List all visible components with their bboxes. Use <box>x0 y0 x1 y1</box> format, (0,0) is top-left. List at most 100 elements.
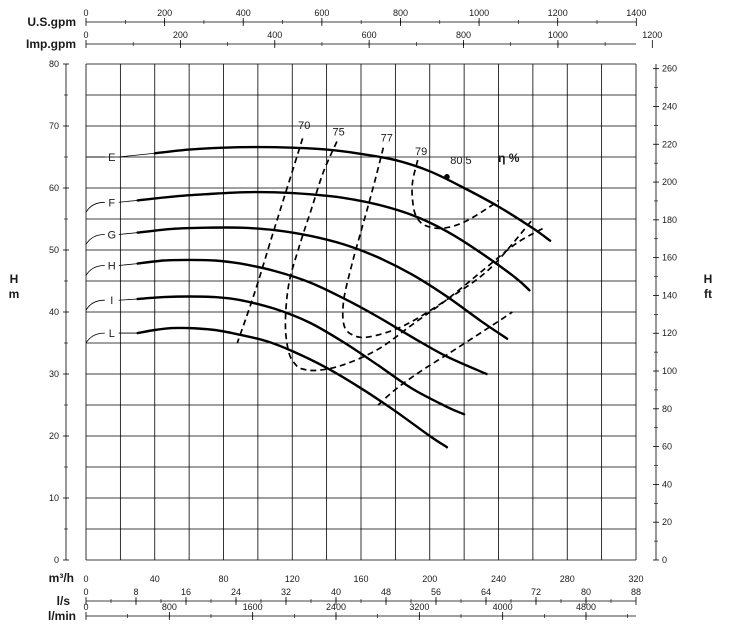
curve-label: H <box>108 261 116 273</box>
curve-label: E <box>108 152 115 164</box>
x-tick-label: 4000 <box>493 602 513 612</box>
y2-tick-label: 120 <box>662 328 677 338</box>
efficiency-label: 77 <box>381 133 393 145</box>
x-tick-label: 200 <box>422 574 437 584</box>
y2-tick-label: 40 <box>662 479 672 489</box>
x-tick-label: 120 <box>285 574 300 584</box>
efficiency-curve <box>411 159 500 230</box>
y2-axis-title: H <box>704 272 713 286</box>
efficiency-label: 75 <box>333 126 345 138</box>
y-tick-label: 60 <box>49 183 59 193</box>
curve-label: G <box>108 230 117 242</box>
x-tick-label: 40 <box>331 587 341 597</box>
x-tick-label: 80 <box>581 587 591 597</box>
head-curve <box>136 226 509 340</box>
x-tick-label: 1200 <box>642 30 662 40</box>
y2-tick-label: 60 <box>662 442 672 452</box>
curve-leader <box>85 299 105 311</box>
x-tick-label: 1000 <box>548 30 568 40</box>
curve-leader <box>118 298 138 301</box>
curve-leader <box>85 332 105 344</box>
y2-tick-label: 140 <box>662 290 677 300</box>
x-tick-label: 32 <box>281 587 291 597</box>
x-tick-label: 40 <box>150 574 160 584</box>
curve-leader <box>118 263 138 266</box>
efficiency-curve <box>341 147 534 339</box>
efficiency-label: 79 <box>415 146 427 158</box>
efficiency-curve <box>377 311 513 406</box>
x-tick-label: 200 <box>157 8 172 18</box>
efficiency-label: 70 <box>298 120 310 132</box>
x-tick-label: 48 <box>381 587 391 597</box>
x-tick-label: 80 <box>218 574 228 584</box>
x-tick-label: 0 <box>83 8 88 18</box>
x-tick-label: 160 <box>353 574 368 584</box>
y2-tick-label: 0 <box>662 555 667 565</box>
x-axis-unit: Imp.gpm <box>26 37 76 51</box>
y-tick-label: 0 <box>54 555 59 565</box>
x-tick-label: 64 <box>481 587 491 597</box>
x-tick-label: 800 <box>393 8 408 18</box>
x-tick-label: 320 <box>628 574 643 584</box>
head-curves <box>85 145 552 449</box>
x-tick-label: 1600 <box>243 602 263 612</box>
x-tick-label: 88 <box>631 587 641 597</box>
head-curve <box>153 145 552 242</box>
x-tick-label: 24 <box>231 587 241 597</box>
y2-tick-label: 100 <box>662 366 677 376</box>
curve-leader <box>118 232 138 235</box>
efficiency-curve <box>284 141 544 372</box>
y2-tick-label: 240 <box>662 101 677 111</box>
chart-labels: 70 75 77 79 E F G H I L 80,5 η % <box>108 120 520 340</box>
x-tick-label: 1400 <box>626 8 646 18</box>
y2-tick-label: 20 <box>662 517 672 527</box>
efficiency-unit-label: η % <box>498 151 520 165</box>
head-curve <box>136 295 466 416</box>
x-axis-unit: l/s <box>57 594 71 608</box>
y-axis-title: H <box>10 272 19 286</box>
curve-leader <box>118 200 138 203</box>
head-curve <box>136 258 488 376</box>
y-tick-label: 50 <box>49 245 59 255</box>
y-tick-label: 10 <box>49 493 59 503</box>
x-tick-label: 280 <box>560 574 575 584</box>
x-axis-unit: U.S.gpm <box>27 15 76 29</box>
y-tick-label: 80 <box>49 59 59 69</box>
x-tick-label: 0 <box>83 587 88 597</box>
bep-label: 80,5 <box>450 155 471 167</box>
y-tick-label: 30 <box>49 369 59 379</box>
curve-leader <box>85 201 105 213</box>
y2-tick-label: 80 <box>662 404 672 414</box>
x-tick-label: 800 <box>162 602 177 612</box>
x-tick-label: 16 <box>181 587 191 597</box>
efficiency-curve <box>236 138 304 344</box>
x-tick-label: 8 <box>133 587 138 597</box>
x-tick-label: 1000 <box>469 8 489 18</box>
x-tick-label: 2400 <box>326 602 346 612</box>
chart-grid <box>85 63 637 561</box>
chart-axes: 01020304050607080Hm020406080100120140160… <box>9 8 713 623</box>
y2-axis-unit: ft <box>704 287 712 301</box>
x-tick-label: 240 <box>491 574 506 584</box>
y-tick-label: 40 <box>49 307 59 317</box>
x-tick-label: 0 <box>83 602 88 612</box>
x-tick-label: 600 <box>362 30 377 40</box>
curve-leader <box>85 234 105 245</box>
curve-leader <box>118 152 155 158</box>
x-tick-label: 1200 <box>548 8 568 18</box>
x-tick-label: 800 <box>456 30 471 40</box>
x-tick-label: 600 <box>314 8 329 18</box>
bep-marker <box>444 174 450 180</box>
y2-tick-label: 220 <box>662 139 677 149</box>
efficiency-curves <box>236 138 544 406</box>
x-tick-label: 56 <box>431 587 441 597</box>
curve-label: F <box>108 197 115 209</box>
y2-tick-label: 180 <box>662 215 677 225</box>
y-tick-label: 70 <box>49 121 59 131</box>
x-axis-unit: m³/h <box>49 571 74 585</box>
curve-label: I <box>110 295 113 307</box>
x-tick-label: 0 <box>83 30 88 40</box>
x-tick-label: 4800 <box>576 602 596 612</box>
y-tick-label: 20 <box>49 431 59 441</box>
